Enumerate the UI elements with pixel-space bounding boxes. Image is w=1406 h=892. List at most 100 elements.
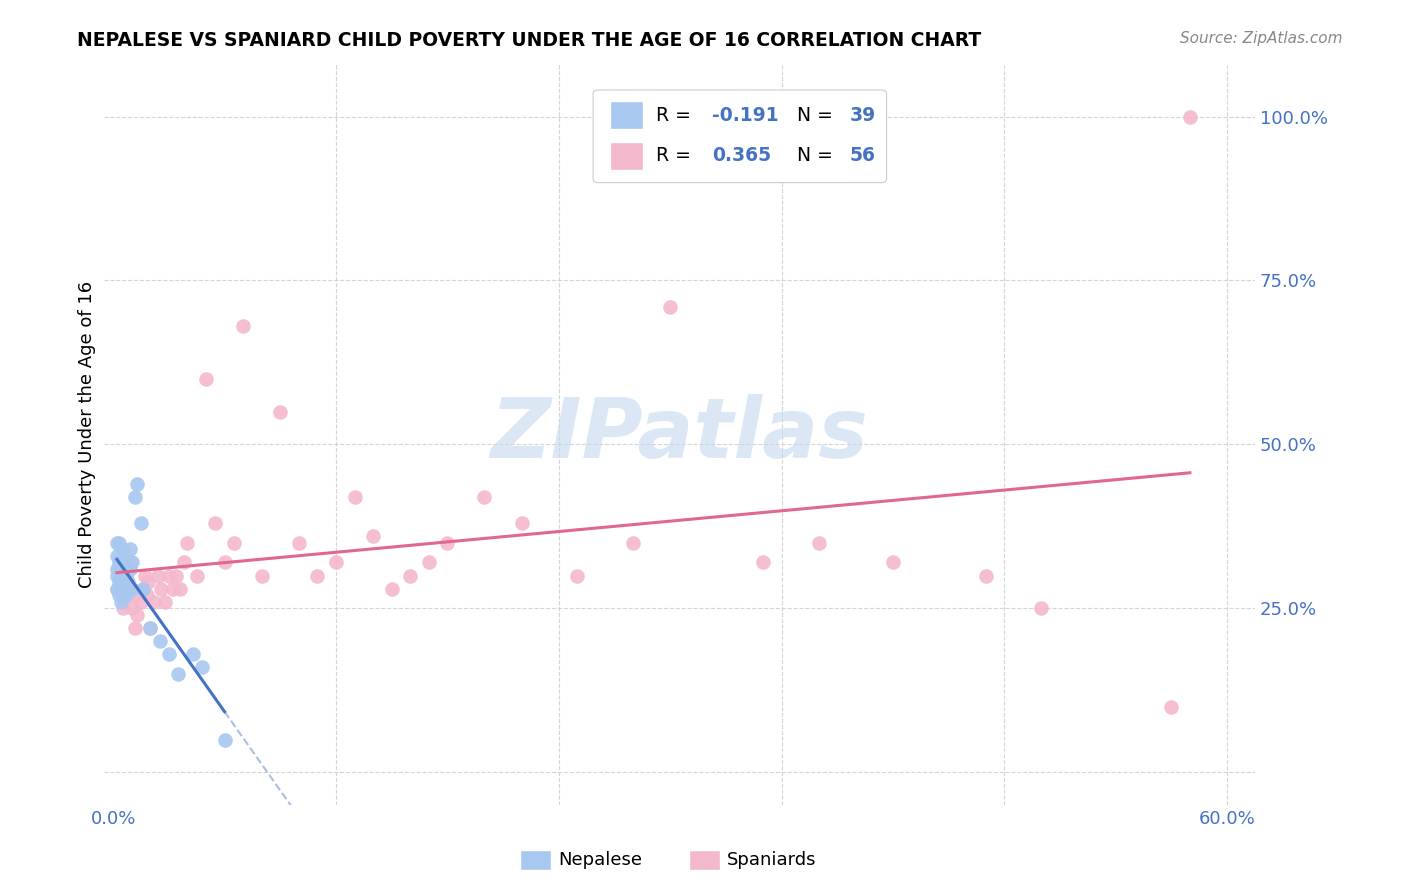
Point	[250, 568, 273, 582]
Point	[214, 732, 236, 747]
Point	[167, 667, 190, 681]
Point	[474, 490, 496, 504]
Text: R =: R =	[657, 105, 697, 125]
Point	[204, 516, 226, 530]
Text: -0.191: -0.191	[711, 105, 779, 125]
Point	[1160, 699, 1182, 714]
Point	[107, 588, 129, 602]
Point	[111, 601, 134, 615]
Point	[115, 568, 138, 582]
Point	[129, 595, 152, 609]
Point	[107, 556, 129, 570]
FancyBboxPatch shape	[593, 90, 887, 183]
Point	[974, 568, 997, 582]
Point	[307, 568, 329, 582]
Point	[343, 490, 366, 504]
Point	[399, 568, 422, 582]
FancyBboxPatch shape	[610, 101, 643, 129]
Point	[381, 582, 404, 596]
Point	[181, 647, 204, 661]
Point	[105, 562, 128, 576]
Point	[112, 582, 135, 596]
Point	[110, 595, 132, 609]
Point	[146, 568, 169, 582]
Point	[222, 535, 245, 549]
Point	[117, 582, 139, 596]
Point	[129, 516, 152, 530]
Point	[117, 575, 139, 590]
Point	[288, 535, 311, 549]
Point	[127, 607, 149, 622]
Text: N =: N =	[786, 146, 839, 165]
Point	[111, 542, 134, 557]
Point	[107, 575, 129, 590]
Point	[105, 535, 128, 549]
Point	[134, 568, 156, 582]
Point	[269, 404, 291, 418]
Text: 0.365: 0.365	[711, 146, 770, 165]
Text: Nepalese: Nepalese	[558, 851, 643, 869]
Point	[111, 588, 134, 602]
Point	[143, 595, 166, 609]
Point	[110, 568, 132, 582]
Text: 39: 39	[849, 105, 876, 125]
Point	[153, 595, 176, 609]
Point	[135, 588, 157, 602]
Point	[150, 582, 173, 596]
Point	[115, 588, 138, 602]
Text: NEPALESE VS SPANIARD CHILD POVERTY UNDER THE AGE OF 16 CORRELATION CHART: NEPALESE VS SPANIARD CHILD POVERTY UNDER…	[77, 31, 981, 50]
Point	[105, 582, 128, 596]
Point	[124, 621, 146, 635]
Point	[567, 568, 589, 582]
Point	[169, 582, 191, 596]
Point	[121, 601, 143, 615]
Text: Source: ZipAtlas.com: Source: ZipAtlas.com	[1180, 31, 1343, 46]
Point	[132, 582, 155, 596]
Point	[436, 535, 458, 549]
Point	[162, 582, 184, 596]
Point	[132, 582, 155, 596]
Text: N =: N =	[786, 105, 839, 125]
Point	[112, 556, 135, 570]
Point	[325, 556, 347, 570]
Point	[105, 549, 128, 563]
Point	[157, 647, 180, 661]
Point	[118, 542, 141, 557]
FancyBboxPatch shape	[610, 142, 643, 170]
Point	[121, 582, 143, 596]
Point	[118, 562, 141, 576]
Point	[110, 582, 132, 596]
Point	[111, 575, 134, 590]
Point	[127, 476, 149, 491]
Point	[138, 575, 160, 590]
Point	[361, 529, 384, 543]
Point	[115, 568, 138, 582]
Y-axis label: Child Poverty Under the Age of 16: Child Poverty Under the Age of 16	[79, 281, 96, 588]
Point	[139, 621, 162, 635]
Text: Spaniards: Spaniards	[727, 851, 817, 869]
Point	[105, 582, 128, 596]
Point	[173, 556, 195, 570]
Point	[195, 372, 218, 386]
Point	[807, 535, 830, 549]
Point	[111, 562, 134, 576]
Point	[191, 660, 214, 674]
Point	[121, 556, 143, 570]
Point	[110, 556, 132, 570]
Point	[232, 319, 254, 334]
Point	[214, 556, 236, 570]
Point	[621, 535, 644, 549]
Point	[122, 588, 145, 602]
Point	[882, 556, 904, 570]
Point	[112, 568, 135, 582]
Point	[112, 588, 135, 602]
Point	[1031, 601, 1053, 615]
Point	[149, 634, 172, 648]
Text: ZIPatlas: ZIPatlas	[491, 394, 869, 475]
Point	[110, 568, 132, 582]
Point	[418, 556, 440, 570]
Point	[659, 300, 682, 314]
Point	[176, 535, 198, 549]
Point	[107, 562, 129, 576]
Point	[1178, 110, 1201, 124]
